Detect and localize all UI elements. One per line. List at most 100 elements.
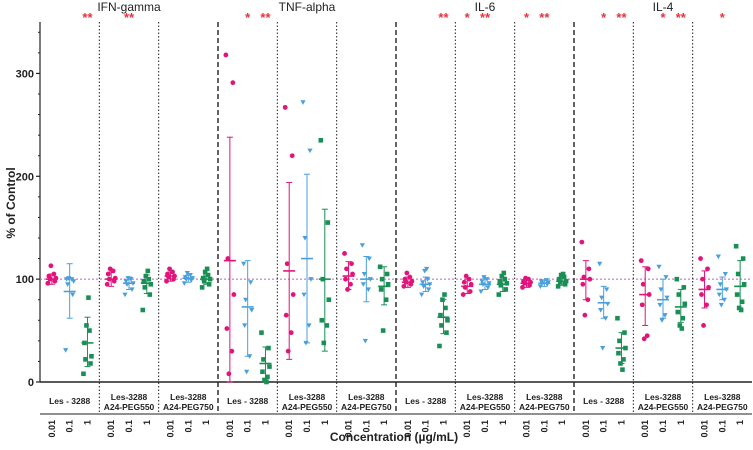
data-point <box>348 281 353 287</box>
data-point <box>561 274 567 280</box>
data-point <box>53 275 59 281</box>
x-tick-label: 1 <box>82 420 92 425</box>
data-point <box>662 313 668 318</box>
data-point <box>383 297 389 303</box>
data-point <box>66 276 72 281</box>
data-point <box>401 283 407 289</box>
x-tick-label: 0.01 <box>403 420 413 438</box>
data-point <box>618 361 623 366</box>
group-label-line2: A24-PEG750 <box>697 402 748 412</box>
x-tick-label: 0.01 <box>581 420 591 438</box>
data-point <box>617 338 622 344</box>
data-point <box>585 297 591 303</box>
significance-marker: ** <box>616 10 627 25</box>
group-label: Les - 3288 <box>583 396 624 406</box>
data-point <box>249 308 255 313</box>
data-point <box>184 270 190 276</box>
x-tick-label: 0.1 <box>717 420 727 433</box>
data-point <box>199 285 205 290</box>
group-label: Les-3288 <box>348 392 385 402</box>
data-point <box>201 278 207 284</box>
data-point <box>641 336 647 342</box>
data-point <box>264 379 269 385</box>
data-point <box>424 266 430 272</box>
data-point <box>445 317 450 323</box>
data-point <box>342 251 347 256</box>
data-point <box>538 279 544 284</box>
data-point <box>716 292 722 298</box>
data-point <box>225 256 231 261</box>
data-point <box>170 269 175 275</box>
data-point <box>380 328 386 333</box>
data-point <box>600 346 606 351</box>
data-point <box>384 271 390 277</box>
cytokine-title: IL-4 <box>653 0 674 14</box>
data-point <box>715 254 721 260</box>
data-point <box>579 239 585 245</box>
data-point <box>325 220 331 225</box>
data-point <box>349 261 354 267</box>
data-point <box>129 287 135 293</box>
data-point <box>70 292 76 298</box>
data-point <box>480 282 486 287</box>
data-point <box>362 338 368 344</box>
data-point <box>427 282 433 287</box>
data-point <box>421 284 427 289</box>
significance-marker: ** <box>82 10 93 25</box>
data-point <box>147 292 153 297</box>
significance-marker: ** <box>438 10 449 25</box>
data-point <box>266 345 271 351</box>
data-point <box>682 301 688 307</box>
data-point <box>63 348 69 353</box>
data-point <box>439 323 444 328</box>
data-point <box>664 295 670 301</box>
data-point <box>734 292 740 297</box>
data-point <box>45 280 51 286</box>
group-label: Les-3288 <box>289 392 326 402</box>
data-point <box>265 374 270 380</box>
data-point <box>226 371 232 377</box>
data-point <box>706 284 711 290</box>
data-point <box>200 275 206 281</box>
significance-marker: * <box>245 10 251 25</box>
data-point <box>658 287 664 293</box>
data-point <box>143 273 149 279</box>
data-point <box>740 256 746 261</box>
x-tick-label: 0.01 <box>640 420 650 438</box>
significance-marker: ** <box>124 10 135 25</box>
data-point <box>556 276 562 282</box>
data-point <box>462 284 468 290</box>
data-point <box>586 266 592 272</box>
y-tick-label: 300 <box>16 68 34 80</box>
data-point <box>501 270 507 276</box>
x-tick-label: 1 <box>735 420 745 425</box>
data-point <box>723 287 729 293</box>
data-point <box>89 353 94 359</box>
data-point <box>733 243 739 249</box>
data-point <box>288 330 294 336</box>
data-point <box>468 281 474 287</box>
group-label: Les - 3288 <box>227 396 268 406</box>
data-point <box>523 275 528 281</box>
group-label: Les-3288 <box>704 392 741 402</box>
data-point <box>167 266 172 272</box>
x-tick-label: 1 <box>616 420 626 425</box>
data-point <box>497 278 503 284</box>
data-point <box>378 287 384 292</box>
x-tick-label: 1 <box>201 420 211 425</box>
significance-marker: * <box>720 10 726 25</box>
data-point <box>248 280 254 285</box>
x-tick-label: 0.1 <box>599 420 609 433</box>
data-point <box>639 302 645 308</box>
data-point <box>230 80 236 86</box>
data-point <box>657 302 663 308</box>
x-tick-label: 0.01 <box>225 420 235 438</box>
data-point <box>46 273 52 279</box>
data-point <box>205 272 211 278</box>
data-point <box>616 350 621 356</box>
data-point <box>124 282 130 287</box>
data-point <box>306 323 312 329</box>
data-point <box>484 277 490 282</box>
data-point <box>739 299 745 305</box>
data-point <box>705 266 710 272</box>
